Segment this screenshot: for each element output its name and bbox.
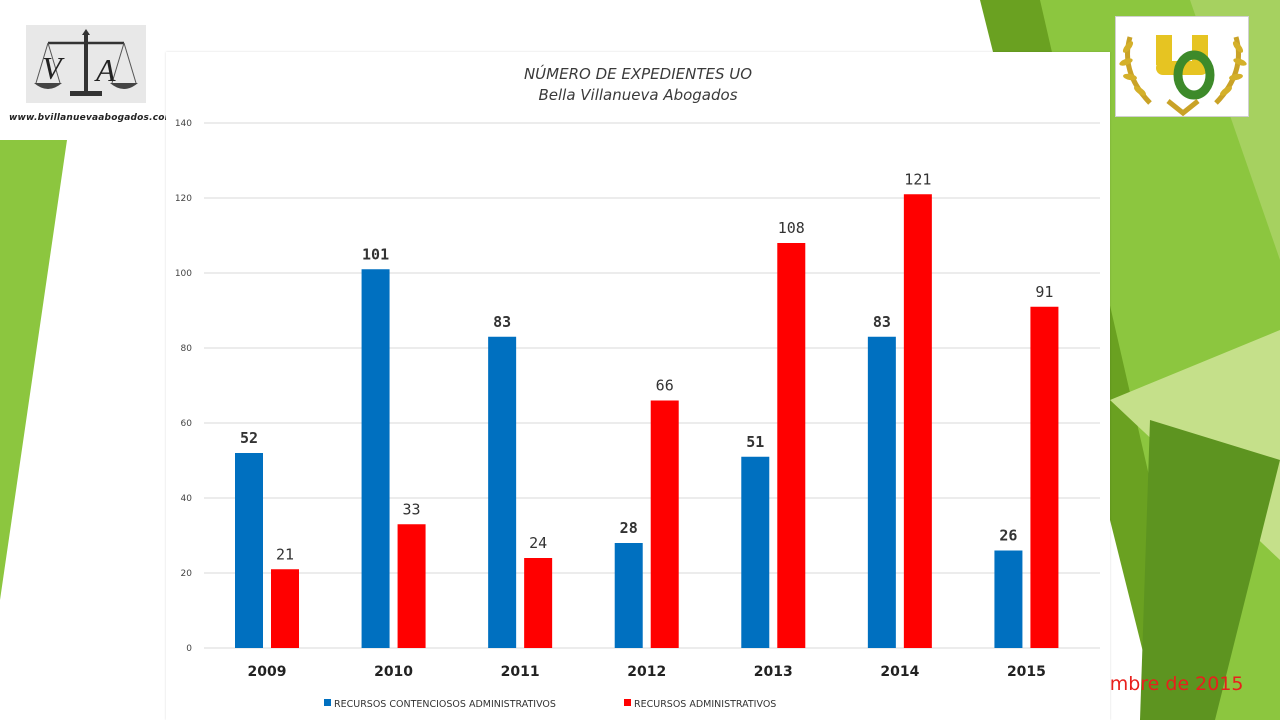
data-label: 52 bbox=[240, 429, 258, 447]
bar-contenciosos-2009 bbox=[235, 453, 263, 648]
slide-date-text: embre de 2015 bbox=[1098, 673, 1244, 695]
chart-panel: NÚMERO DE EXPEDIENTES UO Bella Villanuev… bbox=[166, 52, 1110, 720]
data-label: 51 bbox=[746, 433, 764, 451]
bar-contenciosos-2011 bbox=[488, 336, 517, 648]
bar-administrativos-2010 bbox=[397, 524, 426, 648]
bar-administrativos-2014 bbox=[903, 194, 932, 648]
data-label: 121 bbox=[904, 170, 931, 188]
y-tick-label: 0 bbox=[186, 644, 192, 654]
x-tick-label-2009: 2009 bbox=[248, 664, 287, 680]
data-label: 101 bbox=[362, 245, 389, 263]
logo-left-letter-v: V bbox=[42, 50, 65, 86]
bar-administrativos-2013 bbox=[777, 243, 806, 648]
legend-label-administrativos: RECURSOS ADMINISTRATIVOS bbox=[634, 699, 776, 710]
x-tick-label-2010: 2010 bbox=[374, 664, 413, 680]
legend-swatch-contenciosos bbox=[324, 699, 331, 706]
y-tick-label: 100 bbox=[175, 269, 192, 279]
bar-administrativos-2011 bbox=[524, 558, 553, 648]
data-label: 26 bbox=[999, 527, 1017, 545]
logo-left-letter-a: A bbox=[94, 52, 116, 88]
x-tick-label-2012: 2012 bbox=[627, 664, 666, 680]
data-label: 28 bbox=[620, 519, 638, 537]
chart-title: NÚMERO DE EXPEDIENTES UO bbox=[524, 64, 752, 83]
chart-subtitle: Bella Villanueva Abogados bbox=[538, 86, 737, 104]
bar-contenciosos-2014 bbox=[867, 336, 896, 648]
bar-contenciosos-2015 bbox=[994, 550, 1023, 648]
law-firm-logo: V A bbox=[26, 25, 146, 103]
x-tick-label-2011: 2011 bbox=[501, 664, 540, 680]
data-label: 83 bbox=[873, 313, 891, 331]
x-tick-label-2014: 2014 bbox=[880, 664, 919, 680]
bar-administrativos-2009 bbox=[271, 569, 299, 648]
bar-contenciosos-2010 bbox=[361, 269, 390, 648]
bar-contenciosos-2013 bbox=[741, 456, 770, 648]
bar-chart: NÚMERO DE EXPEDIENTES UO Bella Villanuev… bbox=[175, 64, 1100, 710]
data-label: 33 bbox=[403, 500, 421, 518]
data-label: 21 bbox=[276, 545, 294, 563]
bar-contenciosos-2012 bbox=[614, 543, 643, 648]
x-tick-label-2015: 2015 bbox=[1007, 664, 1046, 680]
y-tick-label: 20 bbox=[181, 569, 193, 579]
website-url: www.bvillanuevaabogados.com bbox=[9, 113, 175, 123]
data-label: 91 bbox=[1035, 283, 1053, 301]
uo-logo bbox=[1115, 16, 1249, 117]
data-label: 24 bbox=[529, 534, 547, 552]
bar-administrativos-2015 bbox=[1030, 306, 1059, 648]
bar-administrativos-2012 bbox=[650, 400, 679, 648]
x-tick-label-2013: 2013 bbox=[754, 664, 793, 680]
data-label: 108 bbox=[778, 219, 805, 237]
y-tick-label: 120 bbox=[175, 194, 192, 204]
y-tick-label: 80 bbox=[181, 344, 193, 354]
data-label: 66 bbox=[656, 377, 674, 395]
legend-swatch-administrativos bbox=[624, 699, 631, 706]
legend-label-contenciosos: RECURSOS CONTENCIOSOS ADMINISTRATIVOS bbox=[334, 699, 556, 710]
y-tick-label: 60 bbox=[181, 419, 193, 429]
y-tick-label: 40 bbox=[181, 494, 193, 504]
data-label: 83 bbox=[493, 313, 511, 331]
y-tick-label: 140 bbox=[175, 119, 192, 129]
